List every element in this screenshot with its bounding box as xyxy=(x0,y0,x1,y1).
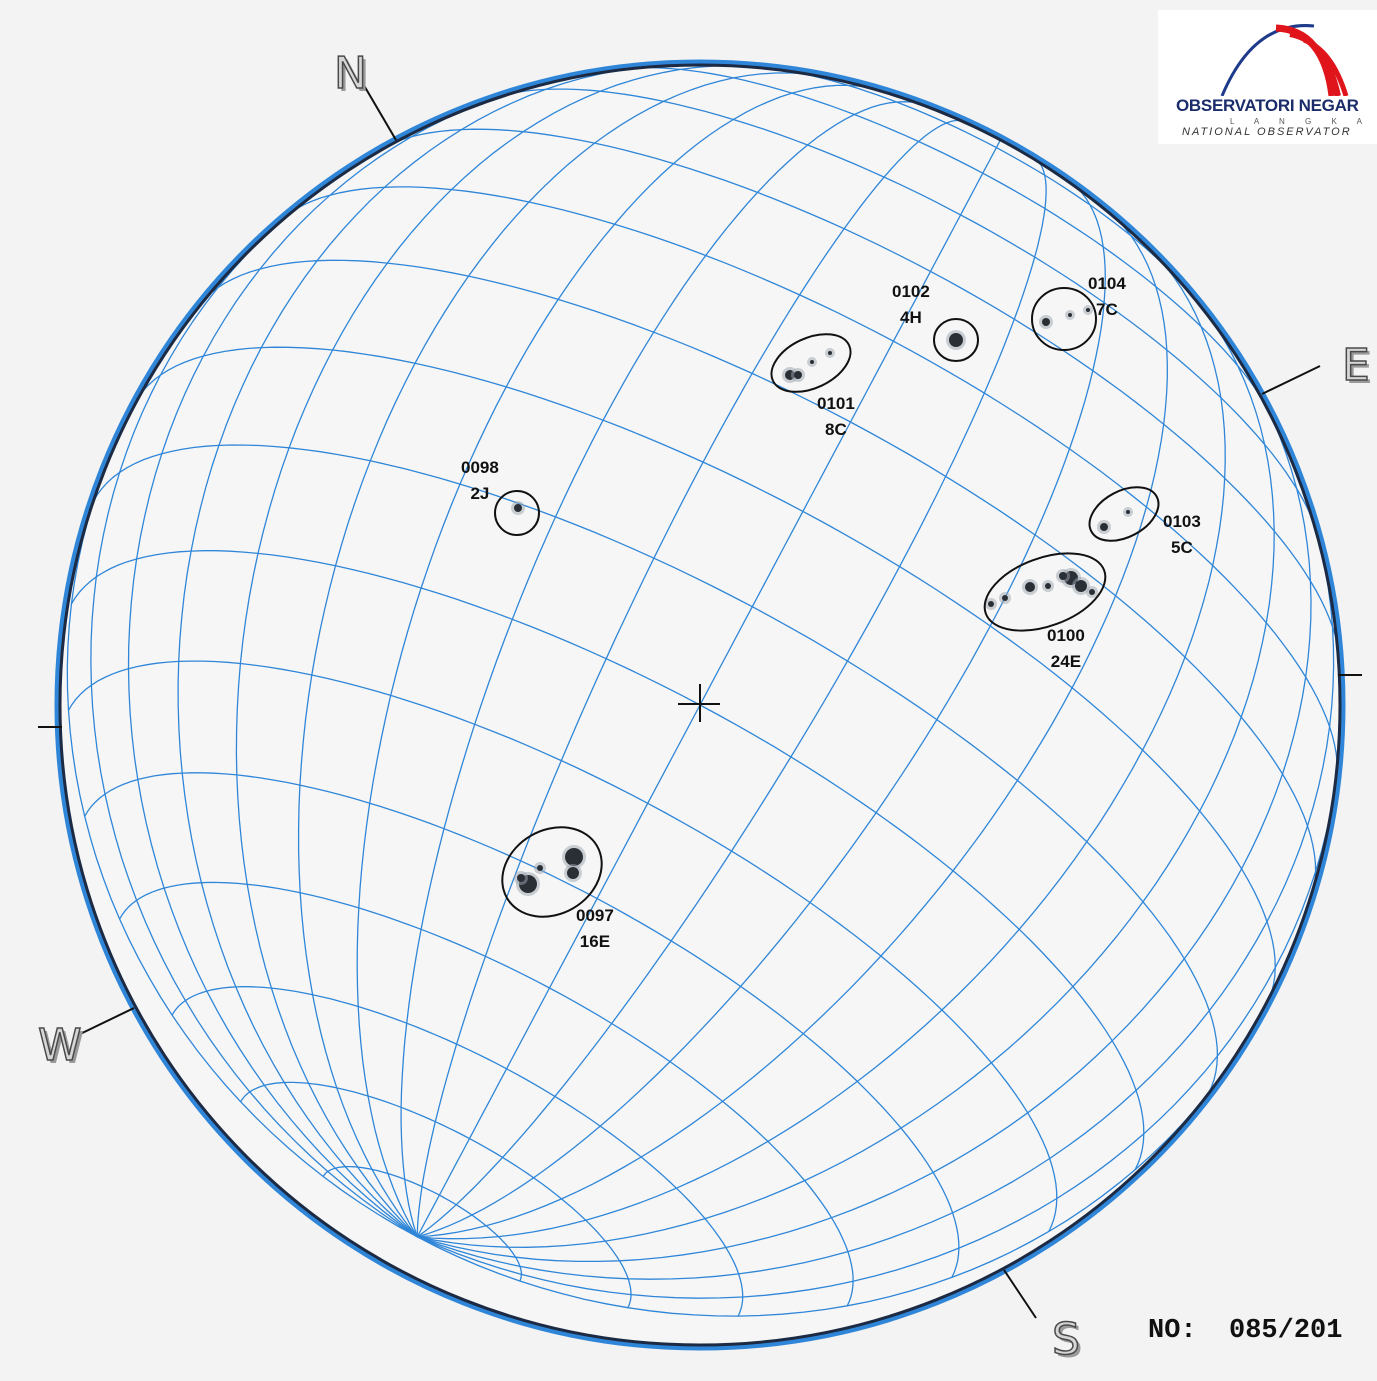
grid-line xyxy=(417,181,1106,1238)
grid-line xyxy=(416,138,1002,1238)
region-label-0101: 0101 8C xyxy=(817,391,855,443)
sunspot-umbra xyxy=(1042,318,1050,326)
region-spot-class: 16E xyxy=(579,932,611,951)
grid-line xyxy=(416,159,1047,1238)
region-number: 0101 xyxy=(817,394,855,413)
grid-line xyxy=(235,64,762,1238)
grid-line xyxy=(297,72,830,1238)
grid-line xyxy=(66,403,418,1238)
disk-limb xyxy=(58,63,1342,1347)
sunspot-umbra xyxy=(1089,589,1095,595)
compass-west: W xyxy=(37,1020,82,1071)
grid-line xyxy=(416,119,964,1237)
region-spot-class: 4H xyxy=(900,308,922,327)
sunspot-umbra xyxy=(1068,313,1072,317)
region-spot-class: 24E xyxy=(1050,652,1082,671)
region-spot-class: 7C xyxy=(1096,300,1118,319)
sunspot-umbra xyxy=(988,601,994,607)
grid-line xyxy=(416,509,1335,1280)
sunspot-umbra xyxy=(1025,582,1035,592)
sunspot-umbra xyxy=(1075,580,1087,592)
grid-line xyxy=(400,101,927,1237)
logo-subtitle: L A N G K A W I xyxy=(1230,117,1377,126)
grid-line xyxy=(417,246,1226,1240)
report-number: NO: 085/201 xyxy=(1148,1316,1343,1346)
sunspot-umbra xyxy=(514,504,522,512)
logo-tagline: NATIONAL OBSERVATOR xyxy=(1182,126,1352,138)
sunspot-umbra xyxy=(1126,510,1130,514)
grid-line xyxy=(90,186,418,1238)
compass-south: S xyxy=(1051,1314,1080,1365)
region-label-0097: 0097 16E xyxy=(576,903,614,955)
region-label-0098: 0098 2J xyxy=(461,455,499,507)
grid-line xyxy=(416,1005,1267,1317)
grid-line xyxy=(127,89,521,1238)
sunspot-umbra xyxy=(1059,572,1067,580)
region-label-0100: 0100 24E xyxy=(1047,623,1085,675)
north-tick xyxy=(361,81,397,141)
sunspot-umbra xyxy=(1002,595,1008,601)
sunspot-umbra xyxy=(517,874,525,882)
grid-line xyxy=(416,728,1341,1299)
region-0101-ellipse xyxy=(770,333,852,393)
logo-name: OBSERVATORI NEGAR xyxy=(1176,96,1359,115)
region-number: 0100 xyxy=(1047,626,1085,645)
heliographic-grid xyxy=(66,64,1341,1317)
grid-line xyxy=(177,65,653,1238)
region-label-0103: 0103 5C xyxy=(1163,509,1201,561)
region-number: 0097 xyxy=(576,906,614,925)
region-number: 0103 xyxy=(1163,512,1201,531)
region-label-0102: 0102 4H xyxy=(892,279,930,331)
sunspot-umbra xyxy=(949,333,963,347)
sunspot-umbra xyxy=(565,848,583,866)
observatory-logo: OBSERVATORI NEGAR L A N G K A W I NATION… xyxy=(1158,10,1377,144)
region-0104-ellipse xyxy=(1031,287,1097,351)
region-spot-class: 2J xyxy=(470,484,490,503)
sunspot-umbra xyxy=(1045,583,1051,589)
compass-north: N xyxy=(333,48,367,99)
disk-center-cross xyxy=(678,684,720,722)
sunspot-umbra xyxy=(794,371,802,379)
region-number: 0102 xyxy=(892,282,930,301)
sunspot-umbra xyxy=(537,865,543,871)
disk-limb-outer xyxy=(54,59,1346,1351)
sunspots xyxy=(511,305,1133,896)
region-spot-class: 8C xyxy=(825,420,847,439)
grid-line xyxy=(417,297,1275,1248)
region-0100-ellipse xyxy=(983,552,1107,632)
region-label-0104: 0104 7C xyxy=(1088,271,1126,323)
region-0102-ellipse xyxy=(933,318,979,362)
sunspot-umbra xyxy=(1100,523,1108,531)
south-tick xyxy=(1003,1269,1037,1319)
sunspot-umbra xyxy=(810,360,814,364)
grid-line xyxy=(356,84,880,1238)
region-number: 0098 xyxy=(461,458,499,477)
sunspot-umbra xyxy=(828,351,832,355)
region-number: 0104 xyxy=(1088,274,1126,293)
region-0097-ellipse xyxy=(501,826,603,918)
compass-east: E xyxy=(1341,340,1370,391)
region-0098-ellipse xyxy=(494,490,540,536)
region-0103-ellipse xyxy=(1088,486,1160,542)
sunspot-umbra xyxy=(1086,308,1090,312)
region-spot-class: 5C xyxy=(1171,538,1193,557)
sunspot-umbra xyxy=(567,867,579,879)
logo-arc-icon xyxy=(1220,24,1349,96)
grid-line xyxy=(417,386,1312,1263)
east-tick xyxy=(1261,365,1321,395)
west-tick xyxy=(75,1007,135,1037)
grid-line xyxy=(417,211,1168,1238)
